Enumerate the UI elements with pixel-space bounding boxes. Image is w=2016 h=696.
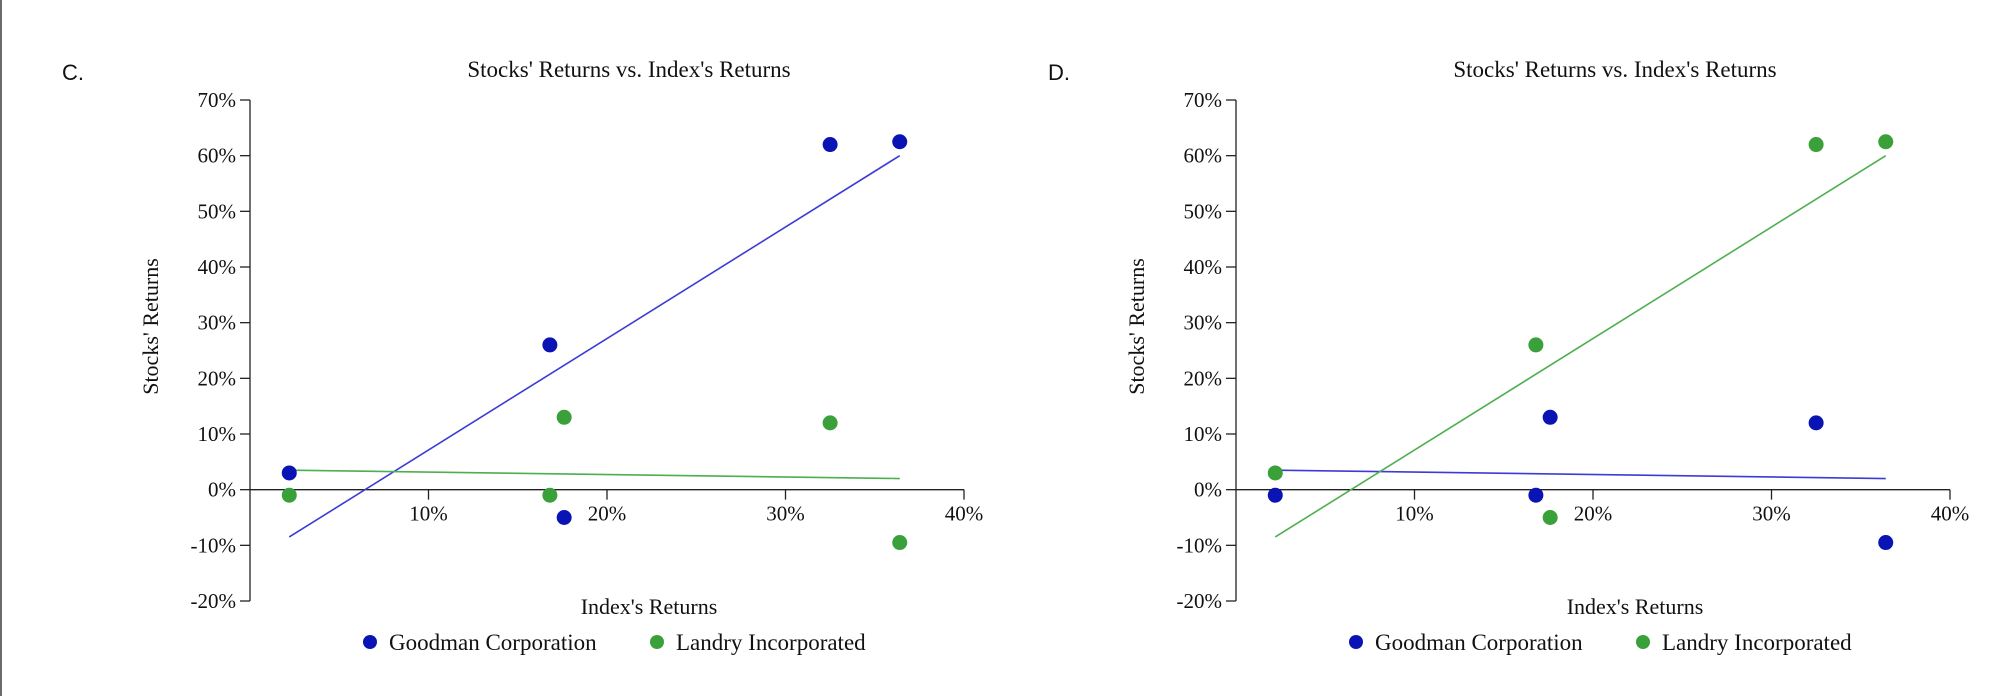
data-point-landry bbox=[892, 535, 908, 551]
y-tick-label: -10% bbox=[191, 533, 237, 557]
y-tick-label: -10% bbox=[1177, 533, 1223, 557]
chart-panel-d: D. Stocks' Returns vs. Index's Returns -2… bbox=[986, 0, 1986, 696]
x-tick-label: 40% bbox=[1931, 502, 1970, 526]
y-tick-label: 50% bbox=[198, 199, 237, 223]
x-tick-label: 20% bbox=[1574, 502, 1613, 526]
chart-title: Stocks' Returns vs. Index's Returns bbox=[1453, 57, 1776, 82]
y-tick-label: 60% bbox=[198, 144, 237, 168]
legend-marker-goodman bbox=[363, 635, 377, 649]
data-point-goodman bbox=[1267, 487, 1283, 503]
legend-marker-goodman bbox=[1349, 635, 1363, 649]
data-point-goodman bbox=[822, 137, 838, 153]
data-point-goodman bbox=[892, 134, 908, 150]
x-tick-label: 30% bbox=[1752, 502, 1791, 526]
data-point-goodman bbox=[1808, 415, 1824, 431]
y-tick-label: 30% bbox=[198, 311, 237, 335]
y-tick-label: 10% bbox=[1184, 422, 1223, 446]
x-tick-label: 10% bbox=[1395, 502, 1434, 526]
y-tick-label: 0% bbox=[1194, 478, 1222, 502]
window-frame-left-border bbox=[0, 0, 2, 696]
y-axis-title: Stocks' Returns bbox=[1124, 258, 1149, 395]
y-tick-label: 70% bbox=[198, 88, 237, 112]
x-tick-label: 30% bbox=[766, 502, 805, 526]
panel-label-c: C. bbox=[62, 60, 84, 85]
y-tick-label: 40% bbox=[1184, 255, 1223, 279]
data-point-landry bbox=[1267, 465, 1283, 481]
data-point-goodman bbox=[1878, 535, 1894, 551]
y-tick-label: 60% bbox=[1184, 144, 1223, 168]
legend-marker-landry bbox=[650, 635, 664, 649]
y-tick-label: 20% bbox=[1184, 366, 1223, 390]
data-point-goodman bbox=[556, 510, 572, 525]
scatter-chart-d: Stocks' Returns vs. Index's Returns -20% -… bbox=[1124, 57, 1970, 655]
trendline-landry bbox=[1274, 154, 1887, 538]
data-point-landry bbox=[281, 487, 297, 503]
data-point-landry bbox=[542, 487, 558, 503]
trendline-goodman bbox=[288, 154, 901, 538]
data-point-goodman bbox=[542, 337, 558, 353]
y-tick-label: 20% bbox=[198, 366, 237, 390]
data-point-landry bbox=[556, 409, 572, 425]
data-point-landry bbox=[1542, 510, 1558, 525]
legend-label-landry: Landry Incorporated bbox=[676, 630, 866, 655]
x-tick-label: 20% bbox=[588, 502, 627, 526]
data-point-landry bbox=[1808, 137, 1824, 153]
y-axis-title: Stocks' Returns bbox=[138, 258, 163, 395]
legend-label-landry: Landry Incorporated bbox=[1662, 630, 1852, 655]
data-point-landry bbox=[822, 415, 838, 431]
y-tick-label: -20% bbox=[191, 589, 237, 613]
y-tick-label: -20% bbox=[1177, 589, 1223, 613]
chart-panel-c: C. Stocks' Returns vs. Index's Returns -2… bbox=[0, 0, 1000, 696]
x-axis-title: Index's Returns bbox=[1567, 594, 1704, 619]
trendline-landry bbox=[289, 469, 900, 480]
data-point-goodman bbox=[1528, 487, 1544, 503]
y-tick-label: 30% bbox=[1184, 311, 1223, 335]
legend-label-goodman: Goodman Corporation bbox=[1375, 630, 1583, 655]
x-axis-title: Index's Returns bbox=[581, 594, 718, 619]
data-point-landry bbox=[1528, 337, 1544, 353]
legend-label-goodman: Goodman Corporation bbox=[389, 630, 597, 655]
data-point-goodman bbox=[1542, 409, 1558, 425]
panel-label-d: D. bbox=[1048, 60, 1070, 85]
y-tick-label: 10% bbox=[198, 422, 237, 446]
y-tick-label: 0% bbox=[208, 478, 236, 502]
data-point-landry bbox=[1878, 134, 1894, 150]
data-point-goodman bbox=[281, 465, 297, 481]
legend-marker-landry bbox=[1636, 635, 1650, 649]
y-tick-label: 40% bbox=[198, 255, 237, 279]
y-tick-label: 50% bbox=[1184, 199, 1223, 223]
x-tick-label: 10% bbox=[409, 502, 448, 526]
scatter-chart-c: Stocks' Returns vs. Index's Returns -20% -… bbox=[138, 57, 984, 655]
y-tick-label: 70% bbox=[1184, 88, 1223, 112]
x-tick-label: 40% bbox=[945, 502, 984, 526]
trendline-goodman bbox=[1275, 469, 1886, 480]
chart-title: Stocks' Returns vs. Index's Returns bbox=[467, 57, 790, 82]
